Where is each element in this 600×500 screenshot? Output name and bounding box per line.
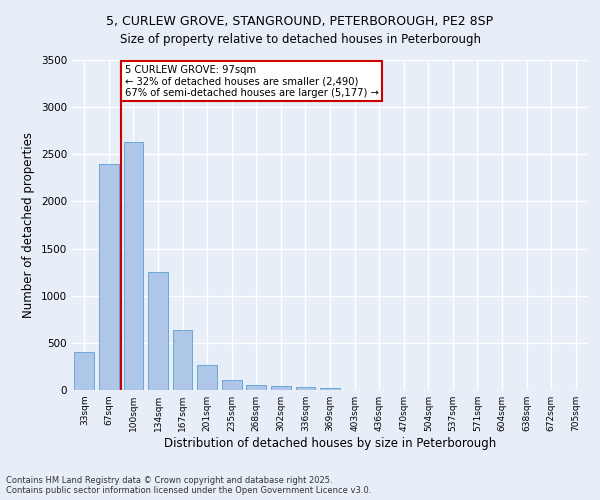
Bar [271, 386, 290, 390]
Y-axis label: Number of detached properties: Number of detached properties [22, 132, 35, 318]
Bar [173, 330, 193, 390]
Text: 5 CURLEW GROVE: 97sqm
← 32% of detached houses are smaller (2,490)
67% of semi-d: 5 CURLEW GROVE: 97sqm ← 32% of detached … [125, 64, 379, 98]
Bar [148, 272, 168, 390]
Bar [247, 385, 266, 390]
Text: 5, CURLEW GROVE, STANGROUND, PETERBOROUGH, PE2 8SP: 5, CURLEW GROVE, STANGROUND, PETERBOROUG… [106, 15, 494, 28]
X-axis label: Distribution of detached houses by size in Peterborough: Distribution of detached houses by size … [164, 437, 496, 450]
Bar [99, 164, 119, 390]
Bar [296, 386, 315, 390]
Bar [124, 142, 143, 390]
Bar [222, 380, 242, 390]
Bar [74, 352, 94, 390]
Text: Contains HM Land Registry data © Crown copyright and database right 2025.
Contai: Contains HM Land Registry data © Crown c… [6, 476, 371, 495]
Bar [320, 388, 340, 390]
Bar [197, 364, 217, 390]
Text: Size of property relative to detached houses in Peterborough: Size of property relative to detached ho… [119, 32, 481, 46]
